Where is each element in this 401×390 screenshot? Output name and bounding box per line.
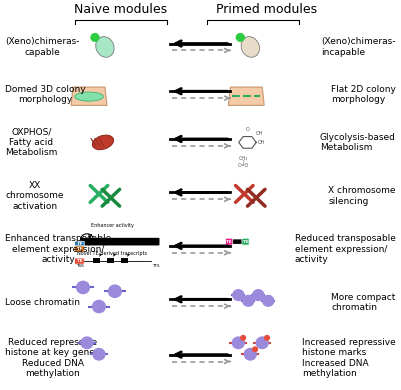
- Circle shape: [236, 34, 244, 41]
- Circle shape: [91, 34, 99, 41]
- Text: Enhanced transposable
element expression/
activity: Enhanced transposable element expression…: [5, 234, 111, 264]
- Ellipse shape: [241, 37, 259, 57]
- Circle shape: [256, 337, 268, 349]
- Circle shape: [81, 337, 93, 349]
- Text: C=O: C=O: [238, 163, 249, 168]
- Text: Novel TE-derived transcripts: Novel TE-derived transcripts: [77, 251, 147, 256]
- FancyBboxPatch shape: [107, 259, 114, 263]
- Text: Increased repressive
histone marks
Increased DNA
methylation: Increased repressive histone marks Incre…: [302, 338, 396, 378]
- Text: More compact
chromatin: More compact chromatin: [331, 293, 396, 312]
- Circle shape: [253, 290, 264, 300]
- Polygon shape: [71, 87, 107, 105]
- FancyBboxPatch shape: [121, 259, 128, 263]
- Text: X chromosome
silencing: X chromosome silencing: [328, 186, 396, 206]
- Text: XX
chromosome
activation: XX chromosome activation: [5, 181, 64, 211]
- Text: O: O: [246, 127, 249, 132]
- Text: Domed 3D colony
morphology: Domed 3D colony morphology: [5, 85, 86, 105]
- FancyBboxPatch shape: [80, 238, 160, 245]
- FancyBboxPatch shape: [75, 246, 84, 252]
- Text: Reduced repressive
histone at key genes
Reduced DNA
methylation: Reduced repressive histone at key genes …: [5, 338, 100, 378]
- FancyBboxPatch shape: [75, 258, 84, 264]
- Text: OXPHOS/
Fatty acid
Metabolism: OXPHOS/ Fatty acid Metabolism: [5, 128, 58, 157]
- FancyBboxPatch shape: [226, 239, 249, 244]
- Polygon shape: [229, 87, 264, 105]
- Text: TF: TF: [77, 247, 82, 251]
- Ellipse shape: [96, 37, 114, 57]
- Circle shape: [263, 296, 274, 306]
- Text: (Xeno)chimeras-
incapable: (Xeno)chimeras- incapable: [321, 37, 396, 57]
- Circle shape: [77, 281, 89, 294]
- Circle shape: [93, 349, 105, 360]
- Ellipse shape: [92, 135, 113, 150]
- Text: OH: OH: [257, 140, 265, 145]
- Text: Glycolysis-based
Metabolism: Glycolysis-based Metabolism: [320, 133, 396, 152]
- Text: Enhancer activity: Enhancer activity: [91, 223, 134, 228]
- FancyBboxPatch shape: [75, 241, 84, 247]
- Text: (Xeno)chimeras-
capable: (Xeno)chimeras- capable: [5, 37, 80, 57]
- Text: Reduced transposable
element expression/
activity: Reduced transposable element expression/…: [295, 234, 396, 264]
- Circle shape: [233, 290, 244, 300]
- FancyBboxPatch shape: [93, 259, 100, 263]
- Text: TE: TE: [77, 259, 82, 263]
- Circle shape: [93, 300, 105, 313]
- Text: OH: OH: [255, 131, 263, 136]
- Circle shape: [253, 347, 257, 351]
- Text: Flat 2D colony
morphology: Flat 2D colony morphology: [331, 85, 396, 105]
- Circle shape: [243, 296, 254, 306]
- Circle shape: [232, 337, 244, 349]
- Text: TE: TE: [226, 239, 232, 244]
- Circle shape: [241, 335, 245, 340]
- Ellipse shape: [75, 92, 103, 101]
- Circle shape: [265, 335, 269, 340]
- FancyBboxPatch shape: [226, 238, 233, 245]
- Text: TE: TE: [243, 239, 248, 244]
- Text: |: |: [243, 160, 244, 165]
- Text: Naive modules: Naive modules: [74, 4, 168, 16]
- Circle shape: [244, 349, 256, 360]
- FancyBboxPatch shape: [242, 238, 249, 245]
- Text: TSS: TSS: [75, 264, 83, 268]
- Circle shape: [109, 285, 121, 298]
- Text: Primed modules: Primed modules: [216, 4, 317, 16]
- Text: TF: TF: [77, 242, 82, 246]
- Text: TTS: TTS: [152, 264, 160, 268]
- Text: CH₃: CH₃: [239, 156, 248, 161]
- Text: Loose chromatin: Loose chromatin: [5, 298, 80, 307]
